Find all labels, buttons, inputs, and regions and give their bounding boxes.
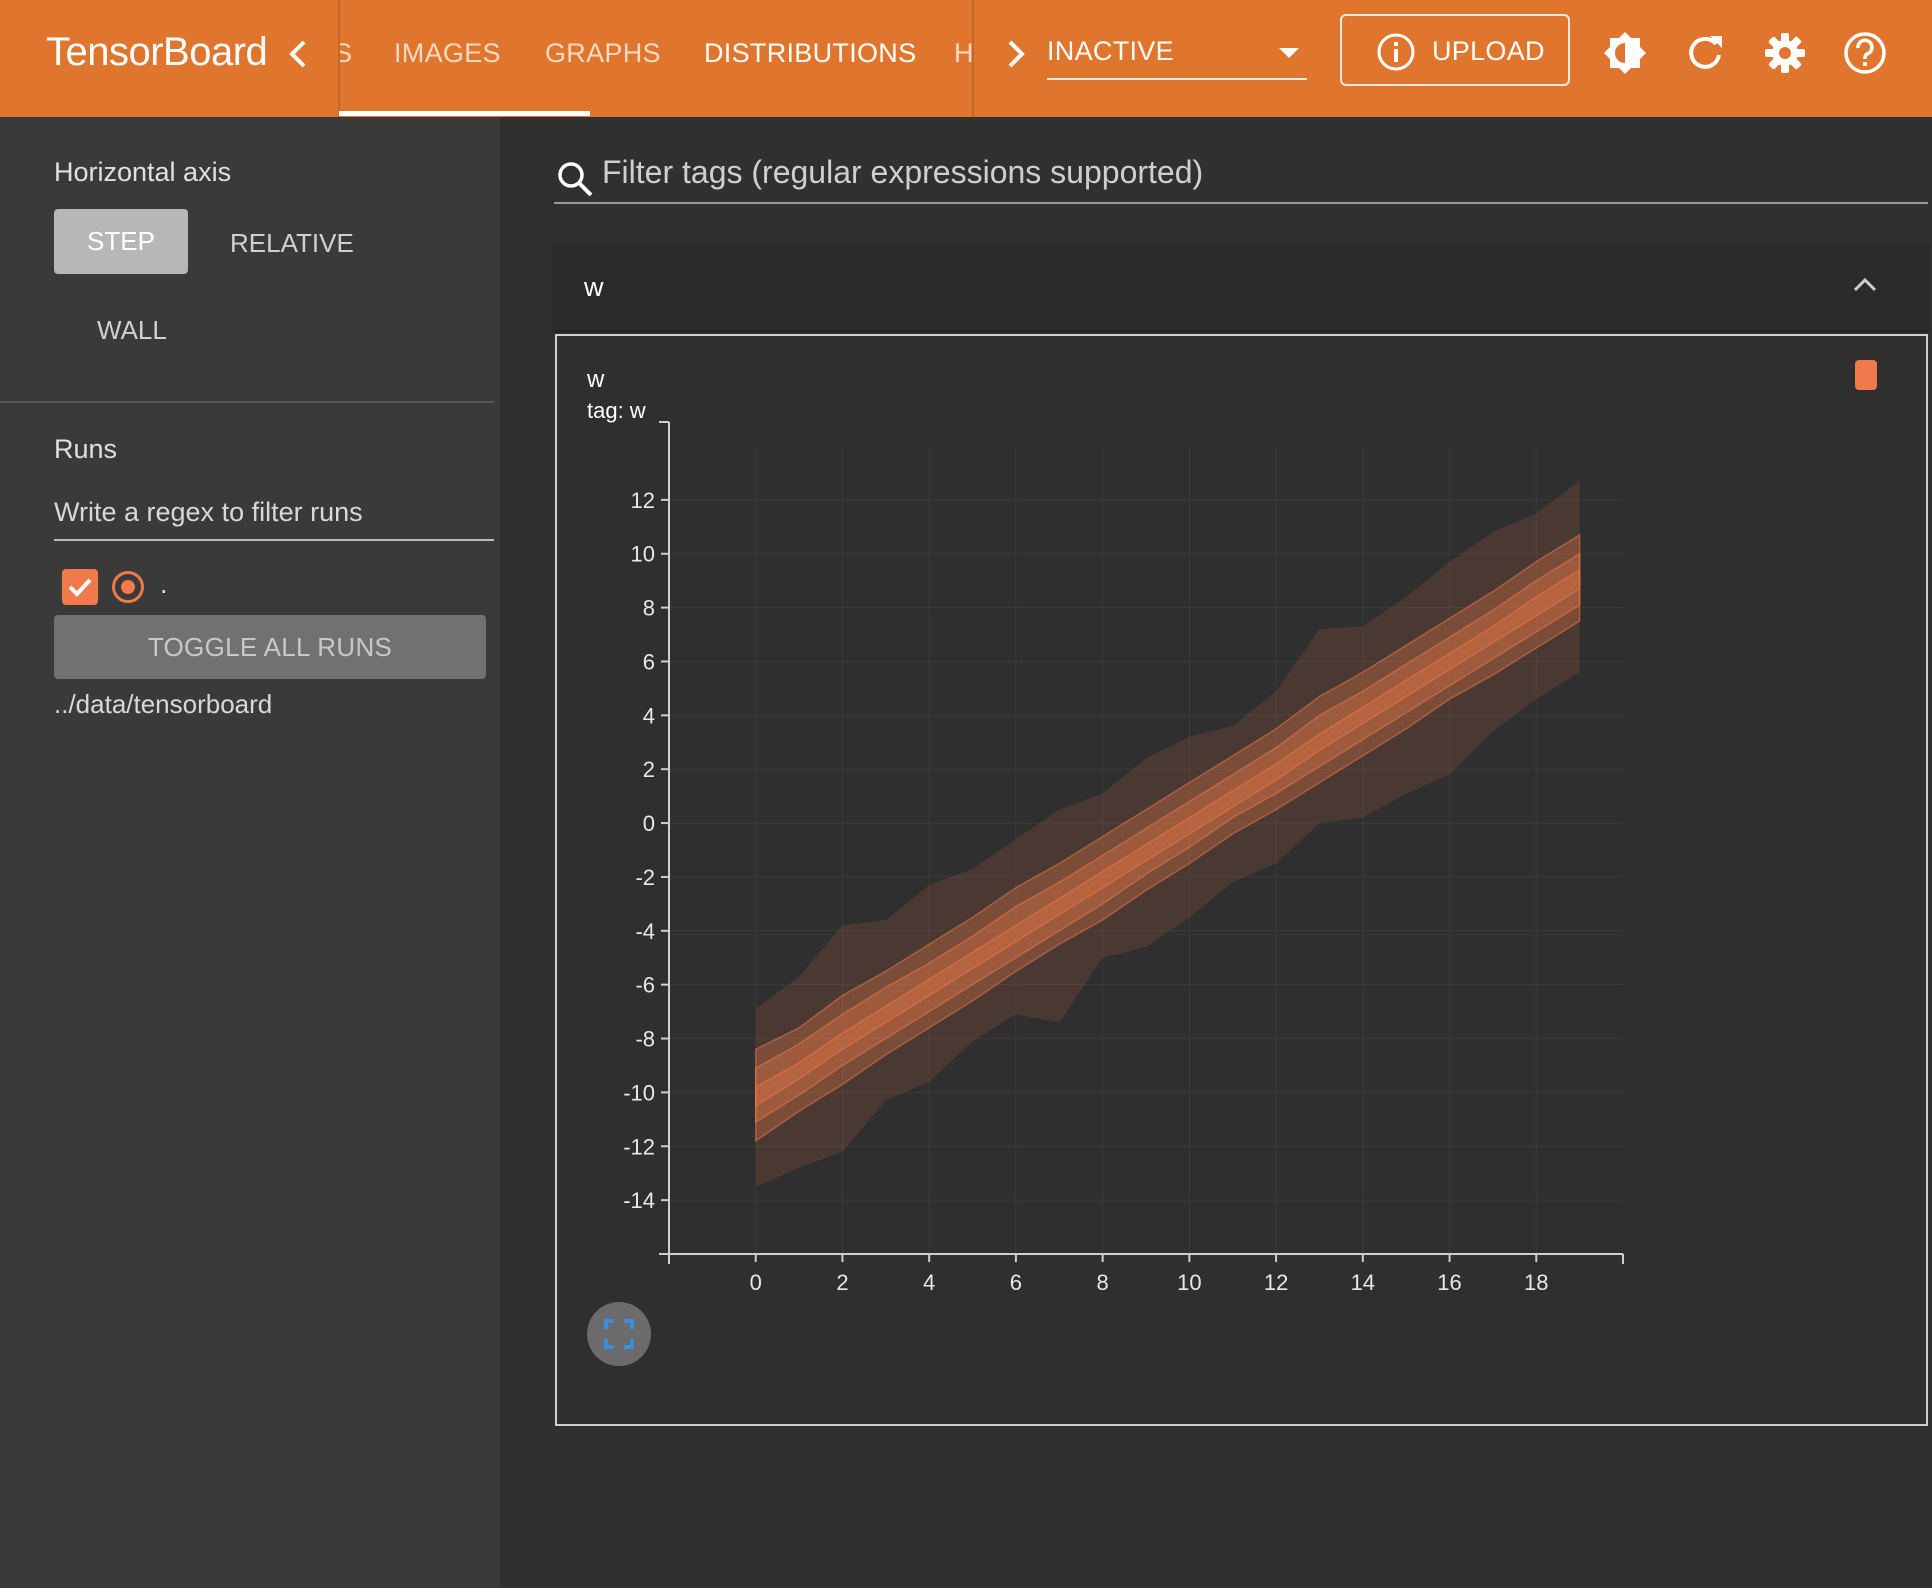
chevron-left-icon[interactable]: [284, 34, 314, 74]
runs-label: Runs: [54, 434, 118, 464]
tab-images[interactable]: IMAGES: [394, 38, 501, 68]
y-tick-label: -10: [623, 1080, 655, 1105]
x-tick-label: 0: [750, 1270, 762, 1295]
distribution-chart: 12 10 8 6 4 2 0 -2 -4 -6 -8 -10 -12 -14 0 2 4 6 8 10 12 14 16 1…: [623, 421, 1624, 1295]
upload-label: UPLOAD: [1432, 36, 1545, 66]
fullscreen-icon: [604, 1319, 634, 1349]
log-directory: ../data/tensorboard: [54, 689, 273, 719]
y-tick-label: 6: [643, 649, 655, 674]
distribution-band-1: [754, 533, 1581, 1143]
tab-scalars[interactable]: S: [340, 38, 352, 69]
tag-filter-placeholder: Filter tags (regular expressions support…: [602, 154, 1204, 190]
x-tick-label: 14: [1351, 1270, 1375, 1295]
checkmark-icon: [68, 578, 92, 597]
chevron-right-icon[interactable]: [1000, 34, 1030, 74]
tag-filter-input[interactable]: Filter tags (regular expressions support…: [554, 150, 1928, 204]
active-tab-indicator: [339, 111, 590, 116]
y-tick-label: -6: [635, 973, 655, 998]
dropdown-caret-icon: [1279, 48, 1299, 58]
distribution-card: w tag: w 12 10 8 6 4 2 0 -2 -4 -6 -8 -10 -12 -14 0 2 4 6 8…: [555, 334, 1928, 1426]
horizontal-axis-label: Horizontal axis: [54, 157, 232, 187]
x-tick-label: 8: [1097, 1270, 1109, 1295]
distribution-band-2: [754, 552, 1581, 1124]
search-icon: [558, 162, 593, 197]
y-tick-label: 4: [643, 703, 655, 728]
run-color-swatch[interactable]: [1855, 360, 1877, 390]
tag-group-header[interactable]: w: [554, 242, 1928, 330]
help-icon[interactable]: [1840, 28, 1890, 78]
card-subtitle: tag: w: [587, 398, 646, 423]
y-tick-label: -12: [623, 1134, 655, 1159]
toggle-all-runs-button[interactable]: TOGGLE ALL RUNS: [54, 615, 486, 679]
runs-filter-placeholder: Write a regex to filter runs: [54, 497, 363, 527]
distribution-band-3: [754, 568, 1581, 1108]
x-tick-label: 16: [1437, 1270, 1461, 1295]
tab-histograms[interactable]: HI: [954, 38, 974, 68]
y-tick-label: 12: [631, 488, 655, 513]
axis-option-relative[interactable]: RELATIVE: [230, 228, 354, 258]
refresh-icon[interactable]: [1680, 28, 1730, 78]
x-tick-label: 18: [1524, 1270, 1548, 1295]
run-radio[interactable]: [112, 571, 144, 603]
radio-dot: [121, 580, 135, 594]
x-tick-label: 4: [923, 1270, 935, 1295]
tag-group-title: w: [584, 272, 604, 302]
run-checkbox[interactable]: [62, 569, 98, 605]
top-app-bar: TensorBoard S IMAGES GRAPHS DISTRIBUTION…: [0, 0, 1932, 117]
axis-option-wall[interactable]: WALL: [97, 315, 167, 345]
sidebar-divider: [0, 401, 494, 403]
y-tick-label: 10: [631, 542, 655, 567]
x-tick-label: 2: [836, 1270, 848, 1295]
y-tick-label: -4: [635, 919, 655, 944]
y-tick-label: -8: [635, 1027, 655, 1052]
x-tick-label: 6: [1010, 1270, 1022, 1295]
run-name: .: [160, 569, 168, 599]
upload-button[interactable]: UPLOAD: [1340, 14, 1570, 86]
x-tick-label: 10: [1177, 1270, 1201, 1295]
y-tick-label: 0: [643, 811, 655, 836]
runs-filter-input[interactable]: Write a regex to filter runs: [54, 497, 494, 541]
y-tick-label: -14: [623, 1188, 655, 1213]
inactive-plugins-select[interactable]: INACTIVE: [1047, 30, 1307, 80]
axis-option-step[interactable]: STEP: [54, 209, 188, 274]
settings-icon[interactable]: [1760, 28, 1810, 78]
tab-distributions[interactable]: DISTRIBUTIONS: [704, 38, 917, 68]
info-icon: [1377, 33, 1415, 71]
app-title: TensorBoard: [46, 30, 268, 74]
sidebar: Horizontal axis STEP RELATIVE WALL Runs …: [0, 117, 500, 1588]
brightness-icon[interactable]: [1600, 28, 1650, 78]
y-tick-label: 2: [643, 757, 655, 782]
y-tick-label: 8: [643, 596, 655, 621]
card-title: w: [587, 366, 605, 393]
select-value: INACTIVE: [1047, 36, 1174, 66]
chevron-up-icon[interactable]: [1850, 272, 1880, 296]
x-tick-label: 12: [1264, 1270, 1288, 1295]
y-tick-label: -2: [635, 865, 655, 890]
fullscreen-button[interactable]: [587, 1302, 651, 1366]
distribution-band-0: [755, 481, 1580, 1187]
tab-strip: S IMAGES GRAPHS DISTRIBUTIONS HI: [338, 0, 974, 117]
tab-graphs[interactable]: GRAPHS: [545, 38, 661, 68]
